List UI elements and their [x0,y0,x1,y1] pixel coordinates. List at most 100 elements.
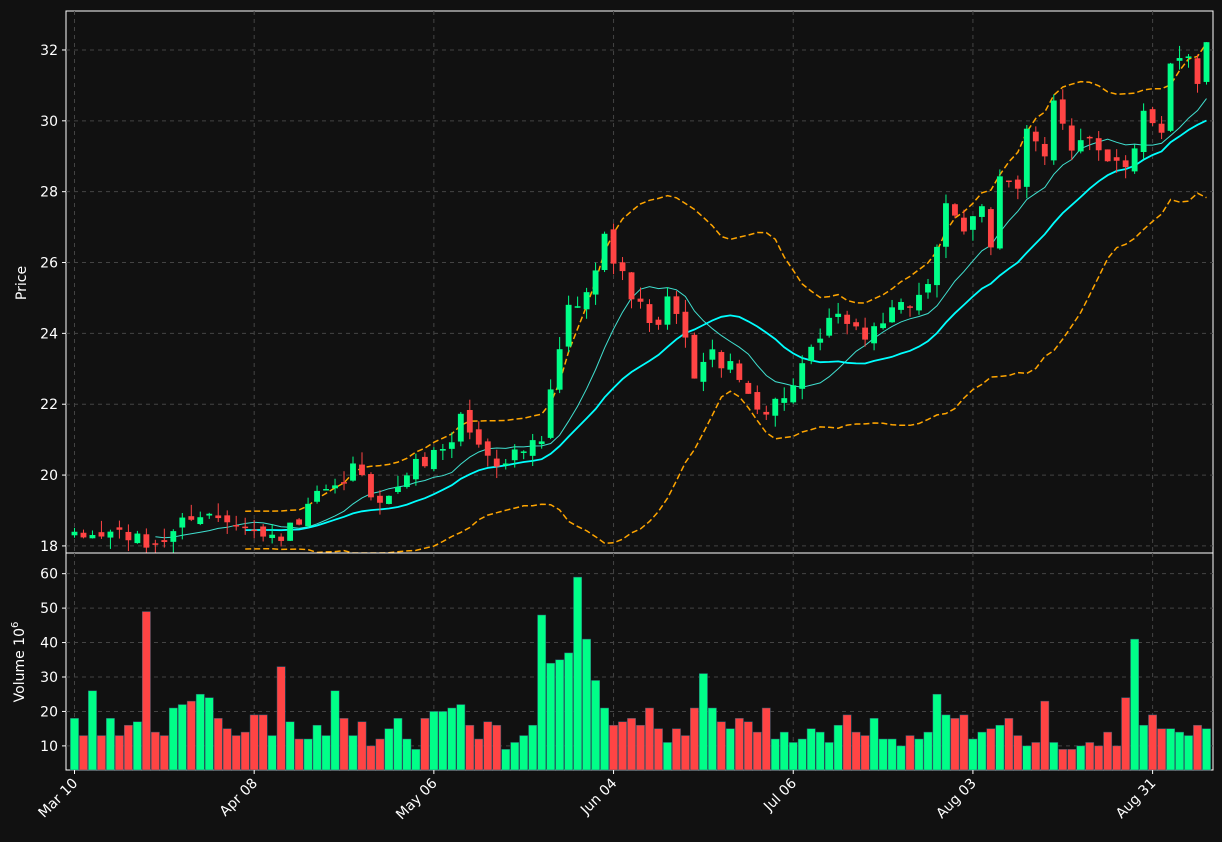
price-panel: 18 20 22 24 26 28 30 32 Price [14,10,1214,557]
candle-down [125,531,132,541]
candle-down [853,322,860,327]
volume-tick-label: 40 [40,636,58,652]
candle-down [296,519,303,525]
volume-bar [213,718,223,771]
volume-bar [860,735,870,771]
candle-up [107,531,114,538]
candle-down [484,441,491,456]
candle-down [646,304,653,324]
volume-bar [654,728,663,771]
candle-up [269,534,276,539]
candle-up [206,513,213,516]
candle-down [1086,136,1093,139]
volume-bar [636,724,645,771]
candle-up [134,533,141,544]
candle-up [1050,100,1057,161]
volume-bar [357,721,367,771]
volume-bar [618,721,627,771]
volume-bar [779,731,789,771]
volume-bar [761,707,771,771]
volume-y-ticks: 10 20 30 40 50 60 [40,567,66,755]
candle-down [987,209,994,248]
volume-bar [402,738,412,771]
candle-down [161,540,168,543]
candle-down [466,410,473,433]
candle-up [583,292,590,310]
volume-bar [276,666,286,771]
candle-up [565,304,572,347]
candle-up [197,517,204,525]
candle-up [538,441,545,445]
candle-down [682,311,689,338]
candle-down [152,543,159,545]
candle-down [1005,180,1012,183]
volume-bar [88,690,97,771]
candle-up [889,307,895,323]
volume-axis-label-text: Volume 10 [12,628,28,702]
volume-bar [591,680,600,771]
volume-bar [294,738,304,771]
volume-bar [1085,742,1095,771]
candle-up [1140,110,1147,153]
volume-bar [1193,724,1202,771]
volume-bar [150,731,160,771]
candle-up [727,361,734,370]
candle-up [439,449,446,451]
candle-up [790,385,797,403]
volume-bar [582,638,591,771]
volume-bar [537,614,547,771]
volume-bar [959,714,969,771]
volume-bar [1094,745,1104,771]
candle-up [880,323,886,329]
volume-bar [1130,638,1140,771]
candle-up [430,449,437,470]
candle-up [996,176,1003,249]
volume-bars [70,576,1211,771]
volume-bar [1013,735,1023,771]
candle-up [709,349,716,360]
candle-up [871,326,878,344]
candle-down [215,515,222,519]
volume-tick-label: 30 [40,670,58,686]
volume-bar [707,707,717,771]
candle-up [592,270,599,295]
candle-down [475,429,482,445]
volume-bar [995,724,1005,771]
volume-bar [896,745,906,771]
volume-bar [1067,749,1077,771]
volume-bar [330,690,340,771]
candle-down [98,532,105,537]
volume-bar [79,735,88,771]
candle-up [574,306,581,308]
candle-up [978,206,985,217]
candle-up [71,531,78,536]
volume-tick-label: 10 [40,739,58,755]
candle-down [278,536,285,541]
volume-bar [1202,728,1211,771]
volume-axis-label: Volume 106 [10,622,28,703]
volume-bar [1004,718,1014,771]
candle-down [251,529,258,532]
candle-down [628,272,635,300]
candle-down [763,411,770,415]
candle-up [502,463,509,466]
candle-down [1059,99,1066,124]
candle-up [179,517,186,528]
candle-down [368,474,374,498]
candle-down [691,334,698,379]
candle-up [287,522,294,541]
volume-bar [681,735,690,771]
volume-bar [447,707,457,771]
volume-bar [186,700,196,771]
volume-bar [1112,745,1122,771]
candle-down [1032,131,1039,142]
candle-down [1014,179,1021,189]
price-grid [66,11,1213,553]
volume-bar [366,745,376,771]
volume-bar [950,718,960,771]
candle-up [1077,140,1084,152]
candle-up [817,338,824,343]
volume-bar [115,735,124,771]
candle-down [421,456,428,467]
